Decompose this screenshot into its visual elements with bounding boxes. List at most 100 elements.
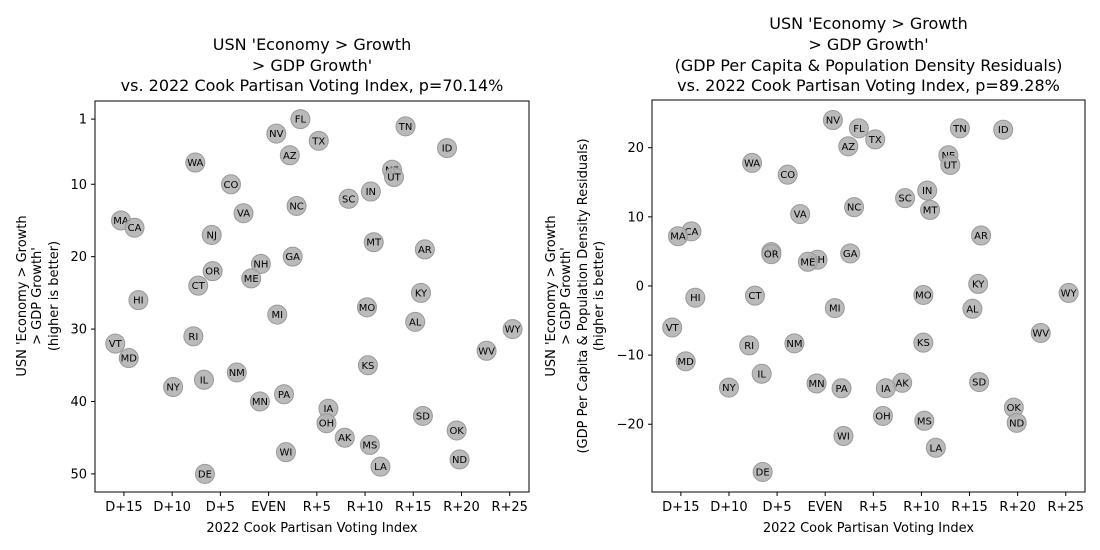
right-point-wv: WV: [1030, 322, 1051, 343]
right-point-marker: [806, 373, 827, 394]
left-point-marker: [338, 188, 359, 209]
right-point-label: TX: [868, 135, 882, 146]
right-point-label: AZ: [841, 142, 855, 153]
right-point-label: IA: [881, 384, 891, 395]
left-point-label: MO: [359, 303, 376, 314]
right-point-label: CA: [685, 227, 699, 238]
right-point-nc: NC: [844, 197, 865, 218]
left-point-label: WV: [478, 346, 495, 357]
left-point-label: HI: [133, 296, 143, 307]
right-point-label: WA: [744, 158, 760, 169]
right-plot-area: [651, 99, 1086, 493]
left-point-label: NH: [253, 259, 268, 270]
right-point-ar: AR: [971, 225, 992, 246]
left-point-label: IN: [366, 187, 376, 198]
left-point-fl: FL: [290, 109, 311, 130]
left-point-marker: [193, 369, 214, 390]
right-point-label: KS: [917, 338, 930, 349]
right-y-axis-label-line: USN 'Economy > Growth: [544, 215, 559, 376]
left-point-label: CT: [192, 281, 206, 292]
left-point-marker: [357, 355, 378, 376]
right-point-marker: [675, 351, 696, 372]
left-y-tick-label: 30: [70, 323, 87, 338]
left-chart-title-line: vs. 2022 Cook Partisan Voting Index, p=7…: [121, 76, 504, 95]
left-point-marker: [128, 290, 149, 311]
left-point-id: ID: [437, 138, 458, 159]
left-point-co: CO: [220, 174, 241, 195]
left-point-marker: [395, 116, 416, 137]
right-point-label: MA: [670, 232, 686, 243]
right-point-label: CT: [748, 291, 762, 302]
right-point-marker: [840, 243, 861, 264]
left-point-marker: [405, 311, 426, 332]
right-point-label: SC: [898, 194, 911, 205]
right-point-in: IN: [917, 180, 938, 201]
left-x-tick-label: D+10: [153, 500, 190, 515]
right-point-marker: [913, 332, 934, 353]
right-point-marker: [913, 284, 934, 305]
right-point-marker: [685, 287, 706, 308]
left-point-wi: WI: [275, 442, 296, 463]
right-point-label: LA: [930, 443, 943, 454]
left-point-tx: TX: [308, 130, 329, 151]
left-y-tick-label: 40: [70, 395, 87, 410]
right-point-or: OR: [761, 244, 782, 265]
right-point-marker: [833, 426, 854, 446]
left-point-marker: [446, 420, 467, 441]
left-chart-title-line: USN 'Economy > Growth: [213, 35, 412, 54]
right-point-marker: [968, 273, 989, 294]
right-point-marker: [917, 180, 938, 201]
left-point-nc: NC: [286, 195, 307, 216]
left-point-ct: CT: [188, 275, 209, 296]
right-point-tx: TX: [865, 129, 886, 150]
left-x-tick-label: R+20: [443, 500, 479, 515]
left-point-label: MT: [366, 238, 382, 249]
right-point-ms: MS: [914, 410, 935, 431]
right-point-label: NM: [786, 339, 802, 350]
left-point-nm: NM: [226, 362, 247, 383]
left-point-ak: AK: [334, 427, 355, 448]
left-point-la: LA: [370, 456, 391, 477]
right-point-az: AZ: [838, 136, 859, 157]
right-point-label: CO: [780, 170, 795, 181]
right-point-label: GA: [843, 249, 858, 260]
left-point-marker: [163, 377, 184, 398]
right-x-axis-label: 2022 Cook Partisan Voting Index: [763, 521, 975, 536]
right-y-tick-label: 10: [627, 210, 644, 225]
right-point-vt: VT: [662, 317, 683, 338]
left-point-mn: MN: [249, 391, 270, 412]
left-point-label: AR: [418, 245, 432, 256]
right-point-label: TN: [952, 124, 967, 135]
right-point-nm: NM: [784, 333, 805, 354]
right-point-marker: [1058, 282, 1079, 303]
right-point-hi: HI: [685, 287, 706, 308]
left-point-marker: [449, 449, 470, 470]
right-point-label: FL: [853, 124, 865, 135]
left-point-nd: ND: [449, 449, 470, 470]
left-point-ny: NY: [163, 377, 184, 398]
right-point-fl: FL: [848, 118, 869, 139]
right-point-marker: [940, 154, 961, 175]
left-x-tick-label: R+15: [395, 500, 431, 515]
right-x-tick-label: D+10: [710, 500, 747, 515]
left-point-marker: [370, 456, 391, 477]
right-y-tick-label: −10: [617, 349, 644, 364]
right-point-label: WV: [1032, 328, 1049, 339]
left-point-marker: [410, 282, 431, 303]
left-point-mi: MI: [267, 304, 288, 325]
right-point-ga: GA: [840, 243, 861, 264]
right-x-tick-label: R+20: [999, 500, 1035, 515]
left-point-label: CA: [128, 223, 142, 234]
left-y-axis-label-line: USN 'Economy > Growth: [15, 215, 30, 376]
left-point-marker: [249, 391, 270, 412]
right-point-marker: [761, 244, 782, 265]
left-point-label: MN: [252, 397, 268, 408]
left-point-label: UT: [387, 173, 401, 184]
right-point-label: WI: [837, 432, 850, 443]
left-point-label: ME: [244, 274, 259, 285]
right-point-marker: [895, 188, 916, 209]
right-point-label: IL: [757, 369, 766, 380]
left-point-label: LA: [374, 462, 387, 473]
right-point-marker: [969, 372, 990, 393]
right-point-marker: [784, 333, 805, 354]
